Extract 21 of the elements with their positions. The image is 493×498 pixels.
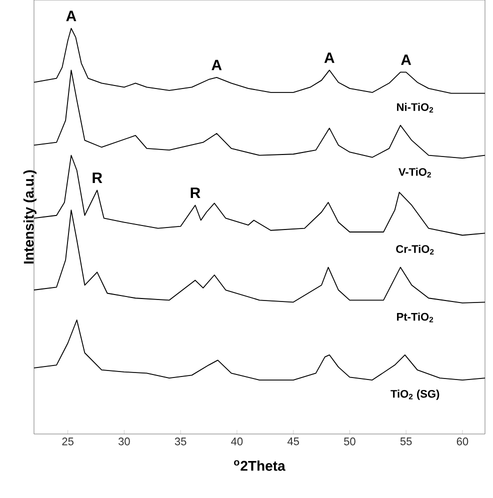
annotation: A: [401, 54, 412, 65]
annotation: A: [66, 10, 76, 22]
series-label: TiO$_{2}$ (SG): [390, 390, 440, 400]
series-label: Ni-TiO$_{2}$: [397, 102, 434, 113]
x-tick-label: 50: [344, 438, 356, 446]
x-tick-label: 60: [456, 438, 468, 446]
x-tick-label: 40: [231, 438, 243, 446]
series-label: Cr-TiO$_{2}$: [396, 244, 434, 254]
annotation: A: [212, 60, 222, 70]
y-axis-title: Intensity (a.u.): [23, 170, 36, 264]
series-label: Pt-TiO$_{2}$: [397, 312, 434, 322]
annotation: A: [324, 52, 334, 63]
x-tick-label: 25: [62, 438, 74, 446]
x-axis-title: $^{o}$2Theta: [234, 460, 286, 471]
annotation: R: [92, 172, 102, 183]
series-label: V-TiO$_{2}$: [398, 168, 431, 178]
x-tick-label: 55: [400, 438, 412, 446]
x-tick-label: 35: [174, 438, 186, 446]
x-tick-label: 45: [287, 438, 299, 446]
x-tick-label: 30: [118, 438, 130, 446]
annotation: R: [190, 188, 200, 198]
